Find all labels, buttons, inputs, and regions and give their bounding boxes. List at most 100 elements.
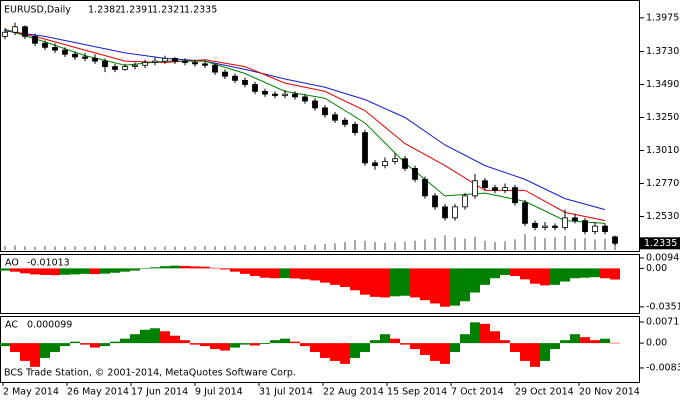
histogram-bar [510,268,520,277]
volume-bar [244,246,246,250]
candle-body [602,225,608,233]
volume-bar [474,236,476,250]
volume-bar [224,246,226,250]
ohlc-value: 1.2321 [152,5,185,16]
histogram-bar [240,268,250,274]
volume-bar [64,246,66,250]
footer-text: BCS Trade Station, © 2001-2014, MetaQuot… [4,368,296,379]
histogram-bar [590,268,600,278]
histogram-bar [80,343,90,345]
histogram-bar [0,268,10,271]
volume-bar [424,239,426,250]
candle-body [462,195,468,208]
candle-body [542,225,548,228]
volume-bar [584,238,586,250]
histogram-bar [120,268,130,272]
candle-body [152,60,158,63]
candle-body [182,60,188,63]
volume-bar [494,242,496,250]
histogram-bar [230,268,240,272]
candle-body [52,46,58,51]
histogram-bar [260,268,270,278]
volume-bar [264,246,266,250]
volume-bar [204,246,206,250]
histogram-bar [600,268,610,279]
histogram-bar [250,343,260,346]
candle-body [192,62,198,65]
candle-body [222,71,228,77]
volume-bar [254,246,256,250]
histogram-bar [60,343,70,347]
histogram-bar [320,343,330,358]
candle-body [342,119,348,125]
x-tick-label: 9 Jul 2014 [195,387,243,398]
volume-bar [334,243,336,250]
candle-body [202,63,208,66]
volume-bar [194,246,196,250]
histogram-bar [280,338,290,344]
histogram-bar [450,343,460,353]
candle-body [62,49,68,55]
volume-bar [324,244,326,250]
y-tick-label: 1.2770 [646,178,679,189]
histogram-bar [390,268,400,297]
histogram-bar [490,268,500,279]
histogram-bar [420,268,430,301]
histogram-bar [450,268,460,306]
volume-bar [394,242,396,250]
histogram-bar [370,268,380,297]
volume-bar [284,245,286,250]
histogram-bar [360,343,370,353]
volume-bar [344,242,346,250]
histogram-bar [60,268,70,275]
y-tick-label: 0.00711 [646,317,680,328]
histogram-bar [260,343,270,345]
histogram-bar [230,343,240,348]
volume-bar [464,238,466,250]
y-tick-label: 1.2530 [646,211,679,222]
volume-bar [274,246,276,250]
histogram-bar [100,343,110,347]
histogram-bar [160,266,170,269]
histogram-bar [180,340,190,344]
histogram-bar [290,268,300,279]
volume-bar [214,246,216,250]
indicator-value: -0.01013 [27,258,70,269]
candle-body [392,158,398,162]
histogram-bar [150,267,160,269]
y-tick-label: 1.3975 [646,12,679,23]
ohlc-value: 1.2391 [120,5,153,16]
volume-bar [134,246,136,250]
y-tick-label: 0.00946 [646,253,680,264]
histogram-bar [20,268,30,274]
histogram-bar [190,266,200,269]
histogram-bar [350,268,360,291]
volume-bar [234,245,236,250]
histogram-bar [420,343,430,355]
candle-body [472,180,478,197]
y-tick-label: 0.00 [646,263,667,274]
candle-body [132,64,138,68]
volume-bar [14,245,16,250]
histogram-bar [440,343,450,364]
candle-body [582,220,588,233]
volume-bar [524,234,526,250]
histogram-bar [120,338,130,344]
candle-body [482,180,488,189]
volume-bar [454,237,456,250]
histogram-bar [550,268,560,285]
histogram-bar [360,268,370,295]
histogram-bar [430,343,440,361]
candle-body [372,162,378,167]
y-tick-label: 1.3250 [646,112,679,123]
candle-body [402,158,408,169]
histogram-bar [140,329,150,344]
volume-bar [354,240,356,250]
candle-body [332,114,338,121]
histogram-bar [340,343,350,364]
candle-body [212,64,218,73]
histogram-bar [30,268,40,275]
histogram-bar [50,343,60,353]
x-tick-label: 15 Sep 2014 [387,387,447,398]
volume-bar [104,245,106,250]
